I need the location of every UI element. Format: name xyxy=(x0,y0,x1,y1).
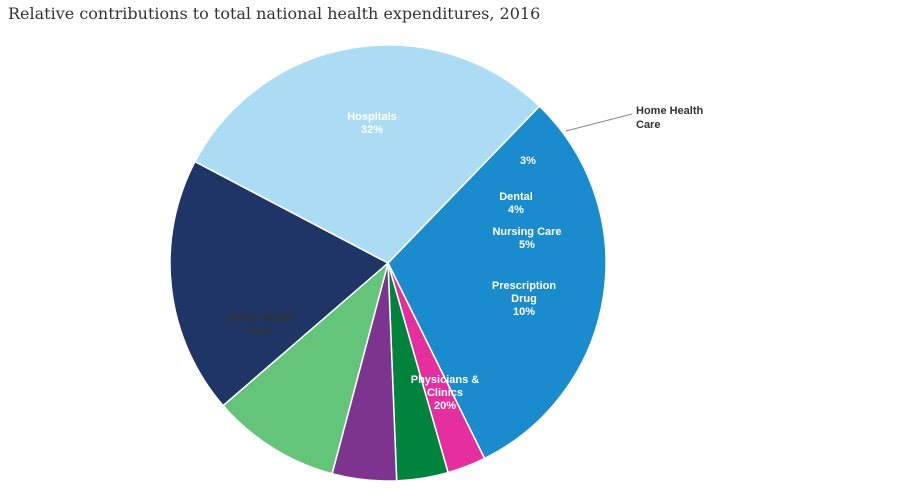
leader-line-home-health-care xyxy=(565,113,633,132)
slice-label-other-health: Other Health 31% xyxy=(227,312,293,337)
slice-label-nursing-care: Nursing Care 5% xyxy=(492,226,561,251)
slice-label-dental: Dental 4% xyxy=(499,191,533,216)
slice-label-hospitals: Hospitals 32% xyxy=(347,111,397,136)
slice-label-home-health-care: 3% xyxy=(520,155,536,167)
pie-slice-other-health xyxy=(193,44,541,264)
slice-label-physicians-and-clinics: Physicians & Clinics 20% xyxy=(411,374,480,412)
pie-slice-prescription-drug xyxy=(222,260,390,475)
slice-label-prescription-drug: Prescription Drug 10% xyxy=(492,280,556,318)
pie-slice-hospitals xyxy=(387,105,607,460)
chart-title: Relative contributions to total national… xyxy=(8,4,541,23)
external-label-home-health-care: Home Health Care xyxy=(636,105,704,131)
pie-slice-physicians-and-clinics xyxy=(169,160,390,407)
